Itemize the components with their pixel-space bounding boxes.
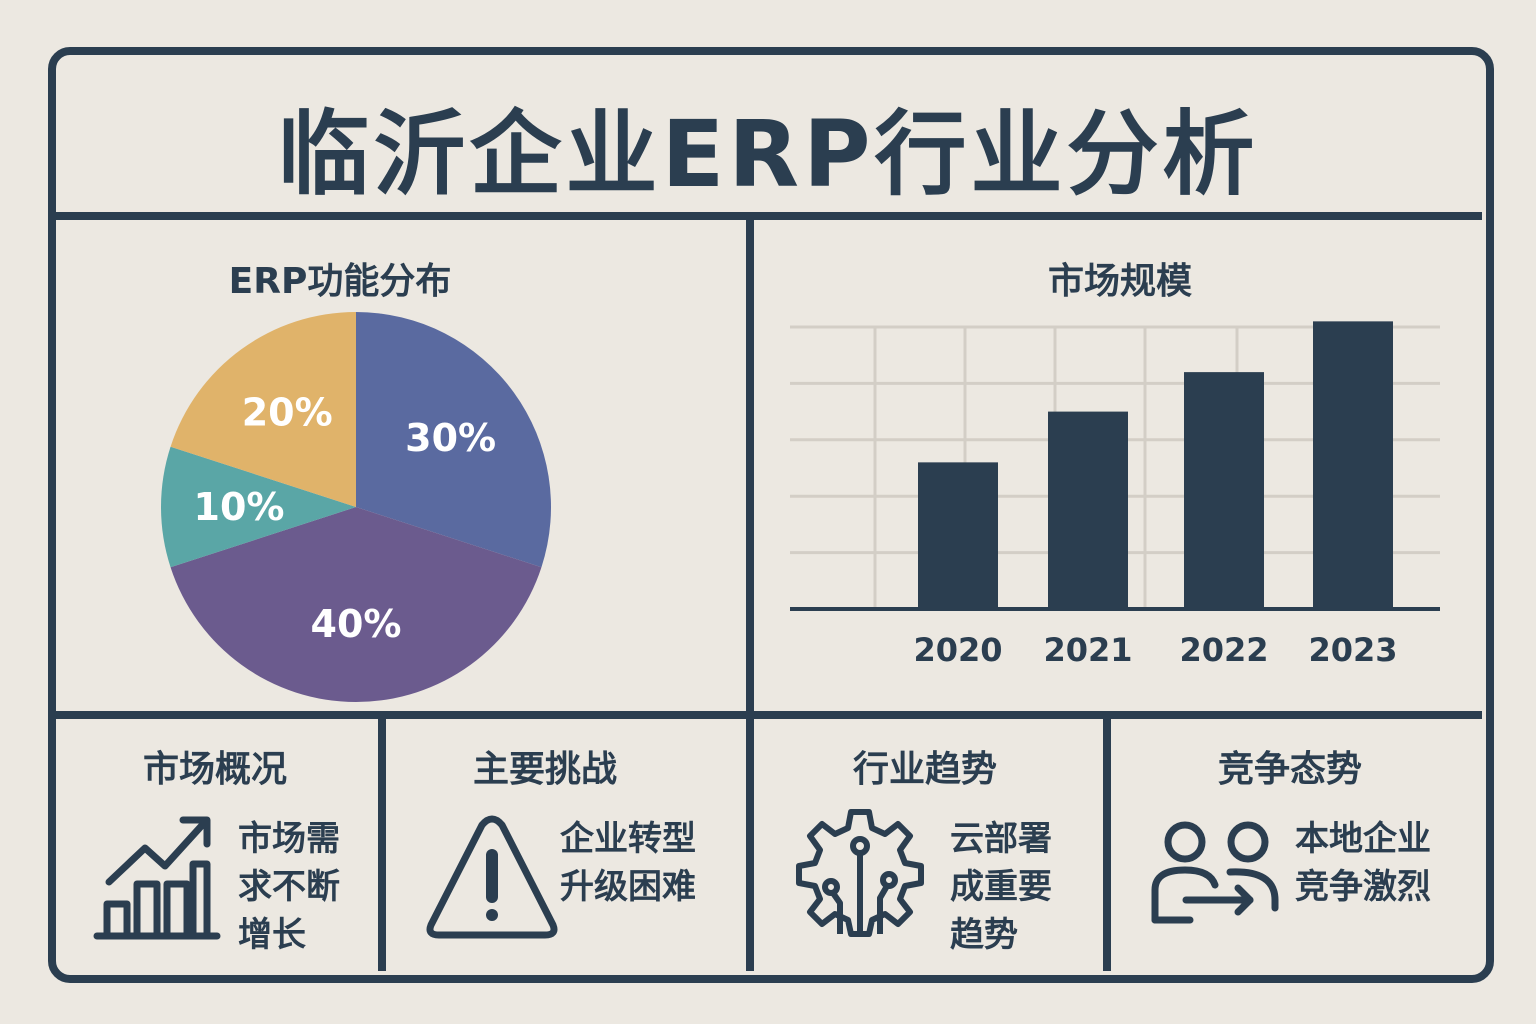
x-tick-label: 2023 — [1308, 631, 1397, 669]
desc-line: 市场需 — [238, 819, 340, 859]
x-tick-label: 2020 — [913, 631, 1002, 669]
desc-line: 本地企业 — [1295, 819, 1431, 859]
pie-slice — [356, 312, 551, 568]
desc-line: 竞争激烈 — [1295, 867, 1431, 907]
desc-line: 求不断 — [238, 867, 340, 907]
pie-slice-label: 40% — [311, 602, 402, 646]
bar — [1184, 372, 1264, 609]
growth-chart-icon — [93, 816, 221, 940]
desc-line: 增长 — [238, 915, 306, 955]
divider — [378, 715, 386, 971]
cell-title-trends: 行业趋势 — [852, 749, 997, 790]
divider — [52, 212, 1482, 220]
bar — [1313, 321, 1393, 609]
cell-description: 企业转型 升级困难 — [560, 815, 696, 911]
cell-title-competition: 竞争态势 — [1217, 749, 1362, 790]
desc-line: 企业转型 — [560, 819, 696, 859]
pie-slice — [170, 312, 356, 507]
bar-chart-title: 市场规模 — [1047, 261, 1192, 302]
users-arrow-icon — [1151, 821, 1279, 924]
desc-line: 升级困难 — [560, 867, 696, 907]
pie-slice — [161, 446, 356, 568]
bar — [1048, 411, 1128, 609]
x-tick-label: 2022 — [1179, 631, 1268, 669]
gear-circuit-icon — [796, 809, 924, 937]
bar — [918, 462, 998, 609]
desc-line: 云部署 — [950, 819, 1052, 859]
warning-icon — [426, 815, 558, 939]
cell-description: 市场需 求不断 增长 — [238, 815, 340, 959]
infographic-frame — [48, 47, 1494, 983]
cell-title-market-overview: 市场概况 — [142, 749, 287, 790]
pie-slice-label: 20% — [242, 390, 333, 434]
cell-description: 本地企业 竞争激烈 — [1295, 815, 1431, 911]
pie-chart-title: ERP功能分布 — [228, 261, 452, 302]
divider — [1103, 715, 1111, 971]
page-title: 临沂企业ERP行业分析 — [277, 101, 1259, 208]
cell-description: 云部署 成重要 趋势 — [950, 815, 1052, 959]
divider — [746, 216, 754, 971]
cell-title-challenges: 主要挑战 — [472, 749, 617, 790]
x-tick-label: 2021 — [1043, 631, 1132, 669]
pie-slice-label: 30% — [405, 416, 496, 460]
pie-slice — [170, 507, 542, 702]
divider — [52, 711, 1482, 719]
desc-line: 成重要 — [950, 867, 1052, 907]
desc-line: 趋势 — [950, 915, 1018, 955]
pie-slice-label: 10% — [194, 485, 285, 529]
